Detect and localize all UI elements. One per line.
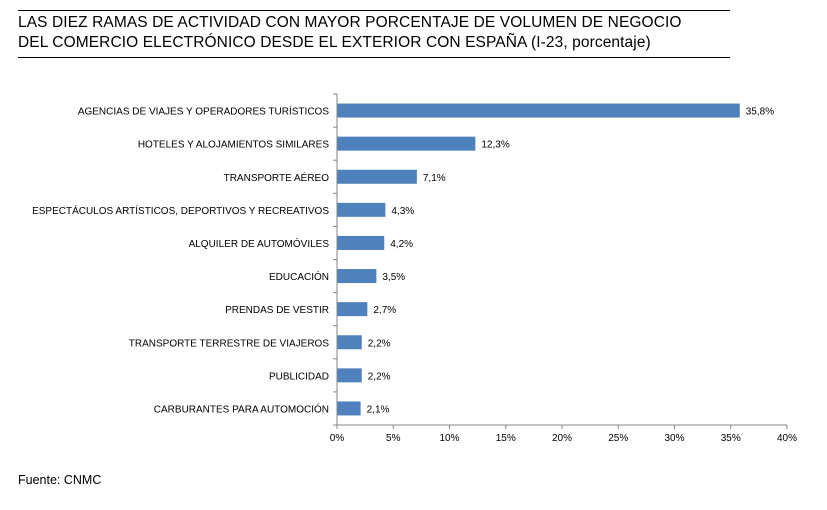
category-label: ESPECTÁCULOS ARTÍSTICOS, DEPORTIVOS Y RE… bbox=[32, 204, 329, 217]
data-label: 12,3% bbox=[481, 140, 509, 151]
bar bbox=[337, 269, 377, 284]
bar bbox=[337, 302, 368, 317]
x-tick-label: 20% bbox=[552, 433, 572, 444]
data-label: 4,2% bbox=[390, 239, 413, 250]
bar bbox=[337, 169, 417, 184]
data-label: 2,1% bbox=[367, 404, 390, 415]
category-label: TRANSPORTE AÉREO bbox=[224, 171, 330, 184]
data-label: 3,5% bbox=[382, 272, 405, 283]
bar bbox=[337, 103, 740, 118]
x-tick-label: 35% bbox=[721, 433, 741, 444]
data-label: 35,8% bbox=[746, 107, 774, 118]
x-tick-label: 15% bbox=[496, 433, 516, 444]
bar bbox=[337, 401, 361, 416]
category-label: AGENCIAS DE VIAJES Y OPERADORES TURÍSTIC… bbox=[78, 105, 330, 118]
x-tick-label: 25% bbox=[608, 433, 628, 444]
chart-title-line-1: LAS DIEZ RAMAS DE ACTIVIDAD CON MAYOR PO… bbox=[18, 14, 682, 31]
source-note: Fuente: CNMC bbox=[18, 473, 102, 487]
category-label: PUBLICIDAD bbox=[269, 371, 329, 382]
bar-chart: AGENCIAS DE VIAJES Y OPERADORES TURÍSTIC… bbox=[32, 93, 797, 444]
data-label: 7,1% bbox=[423, 173, 446, 184]
category-label: ALQUILER DE AUTOMÓVILES bbox=[189, 237, 330, 250]
bar bbox=[337, 235, 385, 250]
chart-title-line-2: DEL COMERCIO ELECTRÓNICO DESDE EL EXTERI… bbox=[18, 34, 651, 51]
x-tick-label: 30% bbox=[664, 433, 684, 444]
x-tick-label: 5% bbox=[386, 433, 401, 444]
bar bbox=[337, 136, 476, 151]
category-label: HOTELES Y ALOJAMIENTOS SIMILARES bbox=[138, 140, 330, 151]
data-label: 4,3% bbox=[391, 206, 414, 217]
bar bbox=[337, 368, 362, 383]
data-label: 2,2% bbox=[368, 338, 391, 349]
data-label: 2,7% bbox=[373, 305, 396, 316]
data-label: 2,2% bbox=[368, 371, 391, 382]
x-tick-label: 40% bbox=[777, 433, 797, 444]
chart-title-block: LAS DIEZ RAMAS DE ACTIVIDAD CON MAYOR PO… bbox=[18, 10, 730, 58]
category-label: PRENDAS DE VESTIR bbox=[225, 305, 329, 316]
category-label: TRANSPORTE TERRESTRE DE VIAJEROS bbox=[129, 338, 330, 349]
category-label: EDUCACIÓN bbox=[269, 270, 329, 283]
bar bbox=[337, 335, 362, 350]
x-tick-label: 0% bbox=[330, 433, 345, 444]
category-label: CARBURANTES PARA AUTOMOCIÓN bbox=[154, 402, 329, 415]
x-tick-label: 10% bbox=[439, 433, 459, 444]
bar bbox=[337, 202, 386, 217]
